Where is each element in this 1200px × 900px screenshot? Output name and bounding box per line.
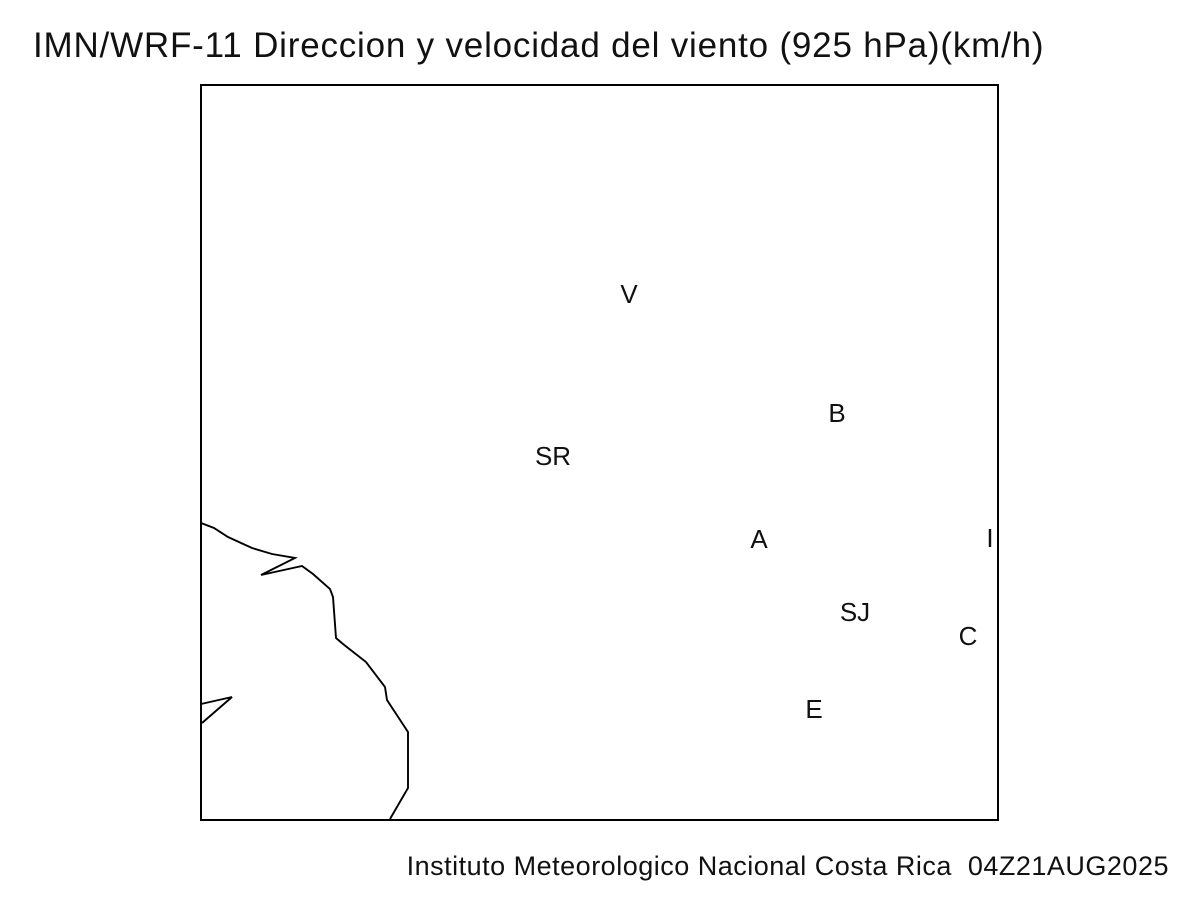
station-label-c: C [959,621,978,651]
station-label-e: E [805,694,822,724]
footer-credit: Instituto Meteorologico Nacional Costa R… [406,851,1169,881]
coastline-group [200,522,409,820]
pacific-coastline [200,522,409,820]
station-label-a: A [750,524,768,554]
map-frame-border [200,84,999,821]
station-label-v: V [620,279,638,309]
station-label-sj: SJ [840,597,870,627]
station-label-b: B [828,398,845,428]
puntarenas-spit-coastline [200,696,233,724]
station-label-group: V B SR A I SJ C E [535,279,994,724]
page-title: IMN/WRF-11 Direccion y velocidad del vie… [33,26,1045,65]
station-label-i: I [986,523,993,553]
station-label-sr: SR [535,441,571,471]
